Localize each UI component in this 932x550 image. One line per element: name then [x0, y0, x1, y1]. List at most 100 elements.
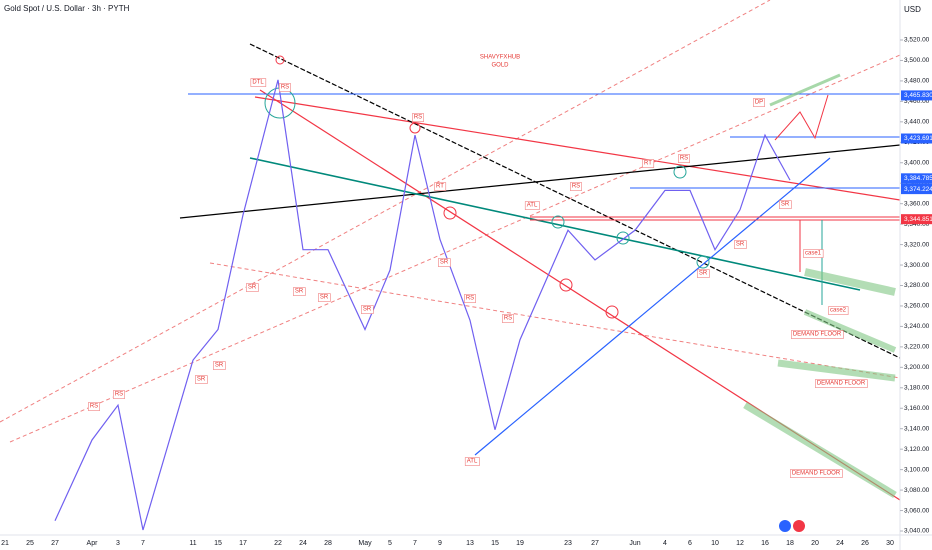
annotation: SR — [438, 258, 451, 267]
annotation-text: DEMAND FLOOR — [793, 332, 842, 338]
annotation-text: SR — [295, 289, 304, 295]
price-badge — [901, 133, 932, 144]
annotation-text: SR — [781, 202, 790, 208]
y-tick-label: 3,340.00 — [904, 221, 930, 228]
y-tick-label: 3,440.00 — [904, 119, 930, 126]
marker — [275, 55, 285, 65]
demand-zone — [804, 268, 896, 296]
x-tick-label: Apr — [87, 540, 99, 547]
annotation-box — [502, 314, 514, 323]
annotation: DEMAND FLOOR — [791, 330, 844, 339]
axis-unit: USD — [904, 5, 921, 14]
demand-zone — [743, 401, 897, 499]
annotation-box — [434, 182, 447, 191]
x-tick-label: 28 — [324, 540, 332, 547]
y-tick-label: 3,160.00 — [904, 405, 930, 412]
zone — [769, 73, 841, 107]
annotation-box — [88, 402, 100, 411]
marker — [673, 165, 687, 179]
annotation: SHAVYFXHUB — [480, 55, 520, 61]
y-tick-label: 3,120.00 — [904, 446, 930, 453]
x-tick-label: 26 — [861, 540, 869, 547]
y-tick-label: 3,460.00 — [904, 98, 930, 105]
x-tick-label: 7 — [413, 540, 417, 547]
annotation: SR — [697, 269, 710, 278]
annotation: case2 — [828, 306, 849, 315]
annotation-box — [318, 293, 331, 302]
y-tick-label: 3,520.00 — [904, 37, 930, 44]
annotation: RS — [502, 314, 514, 323]
x-tick-label: 24 — [836, 540, 844, 547]
annotation-box — [412, 113, 424, 122]
price-badge — [901, 184, 932, 195]
annotation-box — [779, 200, 792, 209]
annotation: SR — [213, 361, 226, 370]
annotation: SR — [779, 200, 792, 209]
x-tick-label: 23 — [564, 540, 572, 547]
y-tick-label: 3,220.00 — [904, 344, 930, 351]
y-tick-label: 3,480.00 — [904, 78, 930, 85]
price-label: 3,374.224 — [904, 186, 932, 193]
marker — [409, 122, 421, 134]
marker — [616, 231, 630, 245]
annotation-box — [790, 469, 843, 478]
x-tick-label: 27 — [51, 540, 59, 547]
annotation-box — [753, 98, 765, 107]
flag-icon — [779, 520, 791, 532]
price-label: 3,465.830 — [904, 92, 932, 99]
annotation-box — [246, 283, 259, 292]
annotation-box — [678, 154, 690, 163]
x-tick-label: 22 — [274, 540, 282, 547]
x-tick-label: 25 — [26, 540, 34, 547]
annotation-box — [642, 159, 655, 168]
annotation: RS — [113, 390, 125, 399]
price-badge — [901, 173, 932, 184]
annotation-text: RS — [572, 184, 580, 190]
y-tick-label: 3,060.00 — [904, 507, 930, 514]
y-tick-label: 3,360.00 — [904, 200, 930, 207]
x-tick-label: 4 — [663, 540, 667, 547]
annotation: RT — [642, 159, 655, 168]
y-tick-label: 3,400.00 — [904, 159, 930, 166]
annotation: RS — [464, 294, 476, 303]
price-line — [54, 79, 791, 531]
annotation-box — [213, 361, 226, 370]
annotation: DTL — [250, 78, 267, 87]
annotation: SR — [361, 305, 374, 314]
demand-zone — [777, 359, 896, 382]
annotation-text: RS — [414, 115, 422, 121]
annotation-text: RS — [504, 316, 512, 322]
annotation-box — [697, 269, 710, 278]
projection — [774, 94, 829, 141]
y-tick-label: 3,320.00 — [904, 241, 930, 248]
marker — [551, 215, 565, 229]
marker — [605, 305, 619, 319]
y-tick-label: 3,140.00 — [904, 425, 930, 432]
annotation-box — [734, 240, 747, 249]
annotation: RS — [678, 154, 690, 163]
annotation: ATL — [464, 457, 480, 466]
annotation-text: RS — [115, 392, 123, 398]
annotation-box — [250, 78, 267, 87]
trend-line — [249, 43, 901, 359]
annotation-text: DTL — [252, 80, 264, 86]
annotation: DEMAND FLOOR — [815, 379, 868, 388]
annotation-text: RS — [90, 404, 98, 410]
channel-line — [209, 262, 901, 379]
annotation-text: SR — [320, 295, 329, 301]
annotation-text: RS — [281, 85, 289, 91]
trend-line — [474, 157, 831, 456]
annotation-text: SR — [699, 271, 708, 277]
x-tick-label: 15 — [491, 540, 499, 547]
annotation-text: ATL — [527, 203, 538, 209]
annotation-box — [113, 390, 125, 399]
channel-line — [9, 54, 901, 443]
annotation: DP — [753, 98, 765, 107]
flag-icon — [793, 520, 805, 532]
y-tick-label: 3,080.00 — [904, 487, 930, 494]
annotation-text: GOLD — [491, 63, 509, 69]
channel-line — [0, 0, 771, 423]
y-tick-label: 3,040.00 — [904, 528, 930, 535]
annotation-text: SR — [197, 377, 206, 383]
